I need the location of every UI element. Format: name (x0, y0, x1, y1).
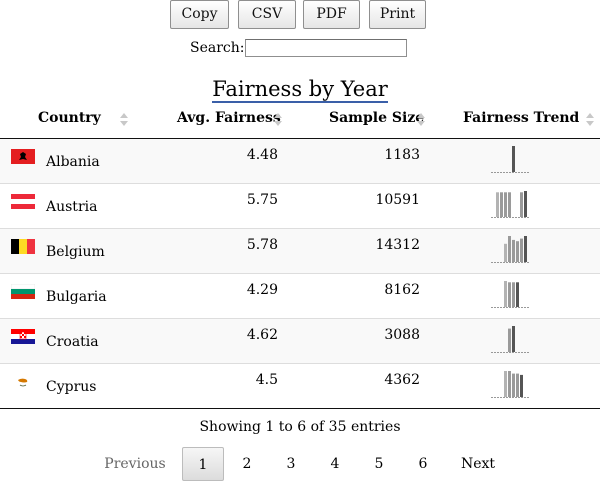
sparkline-bar (524, 236, 527, 262)
sparkline-bar (520, 192, 523, 217)
column-header-fairness-trend[interactable]: Fairness Trend (463, 103, 579, 138)
sparkline-bar (516, 241, 519, 262)
sparkline-bar (516, 373, 519, 397)
sample-size-value: 14312 (375, 237, 420, 253)
table-row[interactable]: Bulgaria 4.29 8162 (0, 274, 600, 319)
fairness-trend-sparkline (491, 146, 529, 173)
page-button-4[interactable]: 4 (330, 456, 340, 472)
table-info: Showing 1 to 6 of 35 entries (199, 419, 401, 435)
sparkline-bar (508, 282, 511, 307)
page-button-5[interactable]: 5 (374, 456, 384, 472)
column-header-fairness-trend-label: Fairness Trend (463, 110, 580, 126)
column-header-avg-fairness[interactable]: Avg. Fairness (177, 103, 281, 138)
avg-fairness-value: 4.48 (246, 147, 278, 163)
sparkline-bar (512, 239, 515, 262)
sparkline-bar (520, 374, 523, 397)
sparkline-bar (508, 371, 511, 397)
sparkline-bar (520, 238, 523, 262)
sparkline-bar (512, 146, 515, 172)
country-name: Croatia (46, 334, 99, 350)
avg-fairness-value: 5.75 (246, 192, 278, 208)
sample-size-value: 3088 (384, 327, 420, 343)
sparkline-bar (504, 371, 507, 397)
page-button-1[interactable]: 1 (182, 447, 224, 481)
table-row[interactable]: Belgium 5.78 14312 (0, 229, 600, 274)
table-header: Country Avg. Fairness Sample Size Fairne… (0, 103, 600, 139)
bulgaria-flag-icon (11, 284, 35, 299)
cyprus-flag-icon (11, 374, 35, 389)
sample-size-value: 4362 (384, 372, 420, 388)
table-row[interactable]: Croatia 4.62 3088 (0, 319, 600, 364)
print-button[interactable]: Print (369, 0, 426, 29)
table-row[interactable]: Cyprus 4.5 4362 (0, 364, 600, 409)
sparkline-bar (508, 328, 511, 352)
export-toolbar: Copy CSV PDF Print (0, 0, 600, 30)
albania-flag-icon (11, 149, 35, 164)
fairness-trend-sparkline (491, 236, 529, 263)
country-name: Austria (46, 199, 98, 215)
croatia-flag-icon (11, 329, 35, 344)
search-label: Search: (190, 40, 245, 56)
search-input[interactable] (245, 39, 407, 57)
search-bar: Search: (0, 39, 600, 61)
page-button-3[interactable]: 3 (286, 456, 296, 472)
table-title-text: Fairness by Year (212, 77, 388, 103)
sort-fairness-trend-icon[interactable] (586, 113, 594, 127)
column-header-sample-size[interactable]: Sample Size (329, 103, 424, 138)
pagination: Previous 1 2 3 4 5 6 Next (0, 447, 600, 483)
sample-size-value: 8162 (384, 282, 420, 298)
country-name: Bulgaria (46, 289, 107, 305)
sparkline-bar (508, 192, 511, 217)
country-name: Albania (46, 154, 100, 170)
country-name: Belgium (46, 244, 105, 260)
sparkline-bar (516, 282, 519, 307)
column-header-country-label: Country (38, 110, 101, 126)
fairness-trend-sparkline (491, 326, 529, 353)
sparkline-bar (500, 192, 503, 217)
sparkline-bar (508, 236, 511, 262)
austria-flag-icon (11, 194, 35, 209)
sparkline-bar (512, 282, 515, 307)
column-header-sample-size-label: Sample Size (329, 110, 425, 126)
table-row[interactable]: Albania 4.48 1183 (0, 139, 600, 184)
sample-size-value: 10591 (375, 192, 420, 208)
copy-button[interactable]: Copy (170, 0, 229, 29)
column-header-country[interactable]: Country (38, 103, 101, 138)
avg-fairness-value: 4.5 (255, 372, 278, 388)
sparkline-bar (496, 192, 499, 217)
sparkline-bar (504, 281, 507, 307)
fairness-trend-sparkline (491, 371, 529, 398)
csv-button[interactable]: CSV (238, 0, 296, 29)
country-name: Cyprus (46, 379, 97, 395)
previous-page-button[interactable]: Previous (104, 456, 166, 472)
page-button-6[interactable]: 6 (418, 456, 428, 472)
page-button-2[interactable]: 2 (242, 456, 252, 472)
avg-fairness-value: 4.62 (246, 327, 278, 343)
sort-country-icon[interactable] (120, 113, 128, 127)
sort-sample-size-icon[interactable] (417, 113, 425, 127)
sparkline-bar (504, 192, 507, 217)
next-page-button[interactable]: Next (460, 456, 496, 472)
belgium-flag-icon (11, 239, 35, 254)
pdf-button[interactable]: PDF (303, 0, 360, 29)
sort-avg-fairness-icon[interactable] (274, 113, 282, 127)
avg-fairness-value: 5.78 (246, 237, 278, 253)
sample-size-value: 1183 (384, 147, 420, 163)
sparkline-bar (512, 373, 515, 397)
sparkline-bar (524, 191, 527, 217)
column-header-avg-fairness-label: Avg. Fairness (177, 110, 281, 126)
sparkline-bar (504, 243, 507, 262)
fairness-trend-sparkline (491, 191, 529, 218)
table-row[interactable]: Austria 5.75 10591 (0, 184, 600, 229)
fairness-trend-sparkline (491, 281, 529, 308)
table-title: Fairness by Year (0, 76, 600, 103)
sparkline-bar (512, 326, 515, 352)
avg-fairness-value: 4.29 (246, 282, 278, 298)
